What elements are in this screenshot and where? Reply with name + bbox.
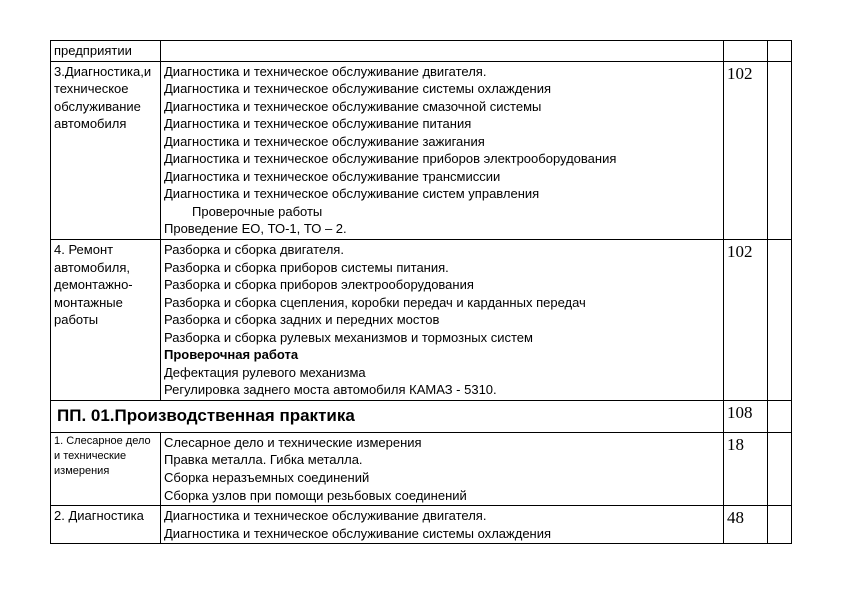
row1-content: Диагностика и техническое обслуживание д… [161, 61, 724, 239]
row0-col4 [768, 41, 792, 62]
content-line: Проведение ЕО, ТО-1, ТО – 2. [164, 220, 720, 238]
content-line: Разборка и сборка приборов электрооборуд… [164, 276, 720, 294]
row1-col4 [768, 61, 792, 239]
row4-col4 [768, 506, 792, 544]
row3-col1: 1. Слесарное дело и технические измерени… [51, 432, 161, 505]
row2-hours: 102 [724, 240, 768, 401]
content-line: Разборка и сборка задних и передних мост… [164, 311, 720, 329]
section-hours: 108 [724, 400, 768, 432]
content-line: Сборка неразъемных соединений [164, 469, 720, 487]
row4-hours: 48 [724, 506, 768, 544]
row4-col1: 2. Диагностика [51, 506, 161, 544]
table-row: 2. Диагностика Диагностика и техническое… [51, 506, 792, 544]
content-line: Диагностика и техническое обслуживание с… [164, 185, 720, 203]
content-line: Сборка узлов при помощи резьбовых соедин… [164, 487, 720, 505]
row4-content: Диагностика и техническое обслуживание д… [161, 506, 724, 544]
curriculum-table: предприятии 3.Диагностика,и техническое … [50, 40, 792, 544]
row2-content: Разборка и сборка двигателя. Разборка и … [161, 240, 724, 401]
content-line: Дефектация рулевого механизма [164, 364, 720, 382]
table-row: предприятии [51, 41, 792, 62]
content-line: Диагностика и техническое обслуживание д… [164, 63, 720, 81]
row0-col1: предприятии [51, 41, 161, 62]
indent-line: Проверочные работы [164, 203, 322, 221]
row0-col3 [724, 41, 768, 62]
content-line: Диагностика и техническое обслуживание з… [164, 133, 720, 151]
row1-hours: 102 [724, 61, 768, 239]
section-col4 [768, 400, 792, 432]
content-line: Диагностика и техническое обслуживание т… [164, 168, 720, 186]
table-row: 1. Слесарное дело и технические измерени… [51, 432, 792, 505]
row3-content: Слесарное дело и технические измерения П… [161, 432, 724, 505]
table-row: 4. Ремонт автомобиля, демонтажно-монтажн… [51, 240, 792, 401]
row3-hours: 18 [724, 432, 768, 505]
row3-col4 [768, 432, 792, 505]
content-line: Разборка и сборка рулевых механизмов и т… [164, 329, 720, 347]
row0-col2 [161, 41, 724, 62]
content-line: Диагностика и техническое обслуживание с… [164, 98, 720, 116]
row2-col1: 4. Ремонт автомобиля, демонтажно-монтажн… [51, 240, 161, 401]
table-row: 3.Диагностика,и техническое обслуживание… [51, 61, 792, 239]
content-line: Проверочные работы [164, 203, 720, 221]
row2-col4 [768, 240, 792, 401]
content-line: Разборка и сборка двигателя. [164, 241, 720, 259]
content-line: Диагностика и техническое обслуживание д… [164, 507, 720, 525]
content-line: Диагностика и техническое обслуживание с… [164, 525, 720, 543]
content-line: Слесарное дело и технические измерения [164, 434, 720, 452]
content-line-bold: Проверочная работа [164, 346, 720, 364]
page: предприятии 3.Диагностика,и техническое … [0, 0, 842, 544]
content-line: Диагностика и техническое обслуживание с… [164, 80, 720, 98]
row1-col1: 3.Диагностика,и техническое обслуживание… [51, 61, 161, 239]
section-title: ПП. 01.Производственная практика [51, 400, 724, 432]
content-line: Регулировка заднего моста автомобиля КАМ… [164, 381, 720, 399]
content-line: Разборка и сборка приборов системы питан… [164, 259, 720, 277]
section-row: ПП. 01.Производственная практика 108 [51, 400, 792, 432]
content-line: Правка металла. Гибка металла. [164, 451, 720, 469]
content-line: Диагностика и техническое обслуживание п… [164, 115, 720, 133]
content-line: Разборка и сборка сцепления, коробки пер… [164, 294, 720, 312]
content-line: Диагностика и техническое обслуживание п… [164, 150, 720, 168]
